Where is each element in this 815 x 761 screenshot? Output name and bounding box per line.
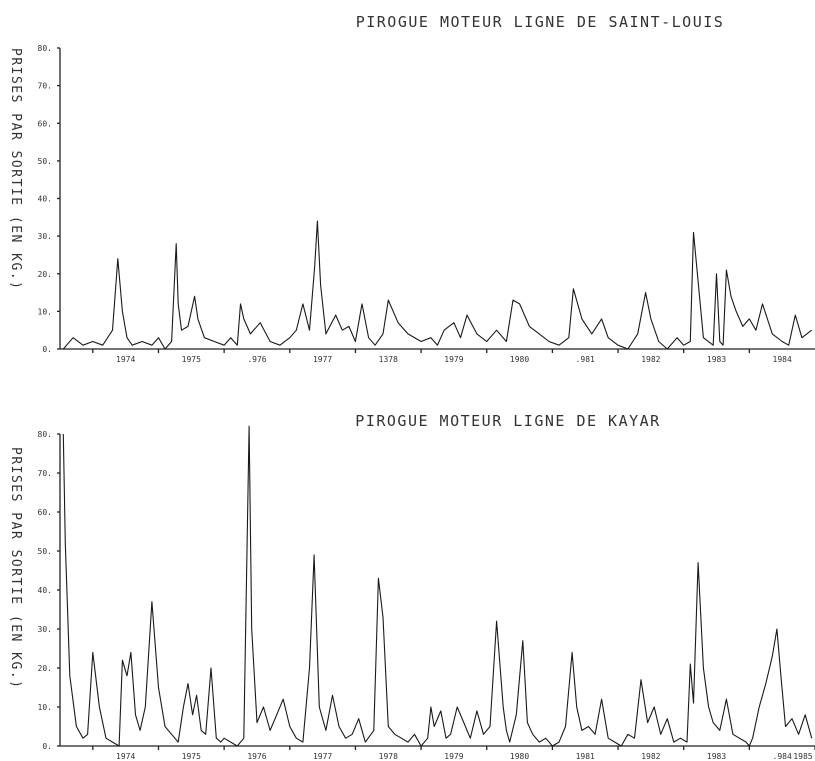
y-tick-label: 20. bbox=[38, 664, 52, 673]
y-axis-label: PRISES PAR SORTIE (EN KG.) bbox=[8, 48, 23, 291]
x-tick-label: 1984 bbox=[773, 355, 792, 364]
y-tick-label: 0. bbox=[42, 742, 52, 751]
x-tick-label: 1981 bbox=[576, 752, 595, 761]
series-line bbox=[62, 220, 813, 350]
x-tick-label: 1378 bbox=[379, 355, 398, 364]
y-tick-label: 0. bbox=[42, 345, 52, 354]
x-tick-label: 1980 bbox=[510, 355, 529, 364]
x-tick-label: 1976 bbox=[247, 752, 266, 761]
x-tick-label: 1977 bbox=[313, 752, 332, 761]
y-tick-label: 30. bbox=[38, 625, 52, 634]
y-tick-label: 70. bbox=[38, 469, 52, 478]
chart-title: PIROGUE MOTEUR LIGNE DE SAINT-LOUIS bbox=[356, 13, 725, 31]
y-tick-label: 60. bbox=[38, 119, 52, 128]
x-tick-label: 1977 bbox=[313, 355, 332, 364]
x-tick-label: 1974 bbox=[116, 752, 135, 761]
series-line bbox=[62, 425, 813, 747]
y-tick-label: 40. bbox=[38, 195, 52, 204]
y-tick-label: 50. bbox=[38, 157, 52, 166]
x-tick-label: 1975 bbox=[182, 752, 201, 761]
y-tick-label: 80. bbox=[38, 430, 52, 439]
y-tick-label: 60. bbox=[38, 508, 52, 517]
y-axis-label: PRISES PAR SORTIE (EN KG.) bbox=[8, 447, 23, 690]
y-tick-label: 30. bbox=[38, 232, 52, 241]
y-tick-label: 80. bbox=[38, 44, 52, 53]
x-tick-label: 1982 bbox=[641, 752, 660, 761]
chart-saint-louis: PIROGUE MOTEUR LIGNE DE SAINT-LOUIS PRIS… bbox=[8, 13, 815, 364]
x-tick-label: 1980 bbox=[510, 752, 529, 761]
x-tick-label: 1982 bbox=[641, 355, 660, 364]
chart-kayar: PIROGUE MOTEUR LIGNE DE KAYAR PRISES PAR… bbox=[8, 412, 815, 761]
x-tick-label: 1978 bbox=[379, 752, 398, 761]
x-tick-label: .976 bbox=[247, 355, 266, 364]
y-tick-label: 10. bbox=[38, 703, 52, 712]
y-tick-label: 70. bbox=[38, 82, 52, 91]
x-tick-label: 1979 bbox=[444, 752, 463, 761]
x-tick-label: 1983 bbox=[707, 355, 726, 364]
x-tick-label: 1985 bbox=[793, 752, 812, 761]
x-tick-label: 1974 bbox=[116, 355, 135, 364]
x-tick-label: 1983 bbox=[707, 752, 726, 761]
y-tick-label: 50. bbox=[38, 547, 52, 556]
x-tick-label: 1979 bbox=[444, 355, 463, 364]
y-tick-label: 10. bbox=[38, 307, 52, 316]
chart-title: PIROGUE MOTEUR LIGNE DE KAYAR bbox=[355, 412, 660, 430]
y-tick-label: 40. bbox=[38, 586, 52, 595]
x-tick-label: .984 bbox=[773, 752, 792, 761]
x-tick-label: .981 bbox=[576, 355, 595, 364]
y-tick-label: 20. bbox=[38, 270, 52, 279]
x-tick-label: 1975 bbox=[182, 355, 201, 364]
